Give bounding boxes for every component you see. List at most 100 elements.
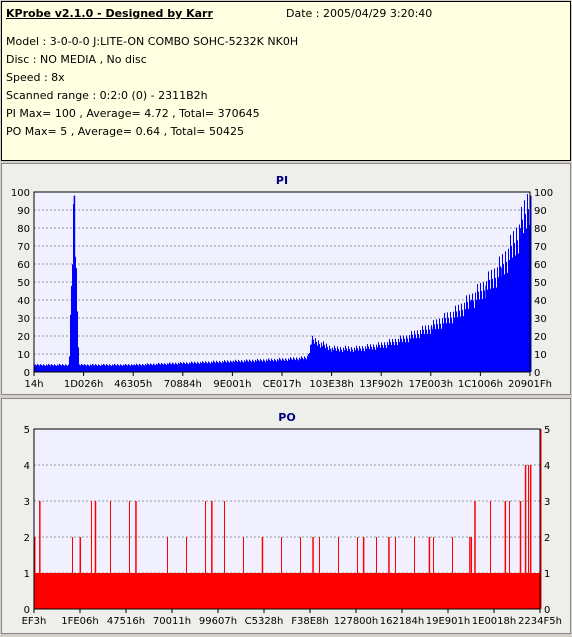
data-bar [403, 573, 404, 609]
data-bar [455, 573, 456, 609]
data-bar [288, 358, 289, 372]
data-bar [289, 359, 290, 372]
data-bar [137, 573, 138, 609]
data-bar [127, 365, 128, 372]
data-bar [521, 573, 522, 609]
data-point [306, 357, 309, 372]
data-bar [526, 228, 527, 372]
data-bar [436, 319, 437, 372]
data-bar [469, 294, 470, 372]
data-bar [447, 573, 448, 609]
data-bar [306, 359, 307, 372]
data-bar [302, 357, 303, 372]
data-bar [184, 363, 185, 372]
y-tick-label-right: 50 [534, 278, 547, 289]
data-bar [167, 363, 168, 372]
speed-text: Speed : 8x [6, 71, 65, 84]
data-bar [462, 573, 463, 609]
data-bar [316, 573, 317, 609]
data-bar [353, 352, 354, 372]
data-bar [351, 573, 352, 609]
data-bar [278, 573, 279, 609]
data-bar [376, 344, 377, 372]
data-point [540, 429, 542, 609]
data-bar [243, 362, 244, 372]
data-bar [266, 359, 267, 372]
data-bar [340, 573, 341, 609]
data-bar [341, 349, 342, 372]
data-bar [352, 573, 353, 609]
data-bar [214, 361, 215, 372]
data-bar [341, 573, 342, 609]
data-bar [269, 573, 270, 609]
data-bar [467, 573, 468, 609]
data-bar [255, 359, 256, 372]
data-bar [358, 573, 359, 609]
data-bar [481, 290, 482, 372]
data-bar [304, 573, 305, 609]
data-point [83, 364, 86, 372]
data-bar [512, 573, 513, 609]
data-bar [37, 363, 38, 372]
y-tick-label-left: 0 [24, 368, 30, 379]
x-tick-label: 1D026h [64, 379, 104, 390]
plot-frame [33, 191, 531, 373]
data-bar [402, 573, 403, 609]
data-bar [225, 361, 226, 372]
data-bar [300, 359, 301, 372]
data-point [94, 501, 97, 609]
data-bar [429, 329, 430, 372]
data-bar [165, 573, 166, 609]
data-bar [495, 277, 496, 372]
data-bar [471, 537, 472, 609]
data-bar [534, 573, 535, 609]
data-bar [254, 573, 255, 609]
data-bar [324, 573, 325, 609]
data-bar [467, 302, 468, 372]
data-bar [334, 345, 335, 372]
data-bar [529, 573, 530, 609]
data-bar [223, 573, 224, 609]
data-bar [484, 573, 485, 609]
data-bar [405, 342, 406, 372]
data-bar [394, 345, 395, 372]
data-bar [136, 363, 137, 372]
data-bar [68, 573, 69, 609]
data-bar [498, 573, 499, 609]
data-bar [131, 364, 132, 372]
data-bar [347, 350, 348, 372]
data-bar [41, 573, 42, 609]
x-tick-label: 103E38h [309, 379, 353, 390]
data-bar [374, 347, 375, 372]
data-bar [342, 573, 343, 609]
data-bar [375, 349, 376, 372]
data-bar [141, 573, 142, 609]
y-tick-label-right: 80 [534, 224, 547, 235]
data-bar [434, 573, 435, 609]
data-bar [428, 325, 429, 372]
data-bar [242, 573, 243, 609]
pi-chart-panel: PI 0 0 10 10 20 20 30 30 40 40 50 50 60 60 70 70 80 80 90 90… [1, 163, 571, 395]
data-bar [392, 573, 393, 609]
data-bar [260, 573, 261, 609]
data-bar [343, 347, 344, 372]
data-bar [514, 573, 515, 609]
data-bar [383, 573, 384, 609]
data-bar [215, 362, 216, 372]
data-bar [155, 365, 156, 372]
data-bar [398, 573, 399, 609]
data-bar [289, 573, 290, 609]
data-bar [125, 573, 126, 609]
data-bar [88, 573, 89, 609]
data-bar [436, 573, 437, 609]
data-bar [460, 573, 461, 609]
data-bar [205, 501, 206, 609]
data-bar [239, 361, 240, 372]
data-bar [418, 334, 419, 372]
data-bar [500, 573, 501, 609]
data-bar [361, 350, 362, 372]
data-point [455, 312, 458, 372]
data-point [133, 364, 135, 372]
data-bar [410, 573, 411, 609]
data-bar [224, 360, 225, 372]
